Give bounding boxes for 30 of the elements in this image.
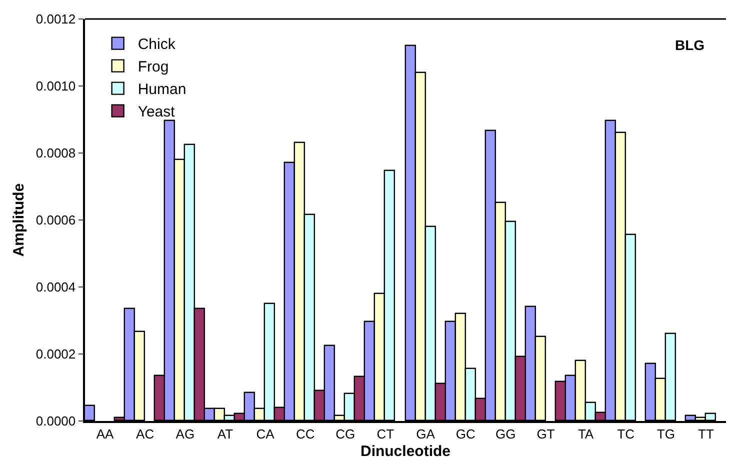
- y-tick-label: 0.0010: [36, 78, 76, 94]
- x-tick-label: GA: [416, 426, 436, 442]
- x-tick-label: TC: [617, 426, 635, 442]
- y-tick-label: 0.0012: [36, 12, 76, 27]
- x-tick-label: CG: [336, 426, 356, 442]
- y-tick-label: 0.0008: [36, 146, 76, 161]
- y-tick-label: 0.0006: [36, 212, 76, 228]
- y-axis-title: Amplitude: [10, 183, 28, 257]
- x-axis-title: Dinucleotide: [360, 442, 451, 460]
- x-tick-label: CA: [256, 426, 275, 442]
- x-tick-label: AA: [96, 426, 114, 442]
- x-tick-label: GC: [456, 426, 476, 442]
- x-tick-label: AC: [136, 426, 154, 442]
- y-tick-label: 0.0000: [36, 414, 76, 429]
- y-tick-label: 0.0002: [36, 346, 76, 362]
- legend-label: Frog: [138, 58, 169, 76]
- y-tick-label: 0.0004: [36, 280, 76, 295]
- legend-label: Human: [138, 81, 186, 98]
- legend-label: Yeast: [138, 104, 176, 121]
- x-tick-label: AG: [176, 426, 195, 442]
- legend-label: Chick: [138, 36, 176, 54]
- x-tick-label: AT: [217, 426, 234, 442]
- x-tick-label: CT: [376, 426, 394, 442]
- annotation: BLG: [675, 37, 705, 53]
- x-tick-label: TA: [578, 426, 594, 442]
- x-tick-label: TT: [698, 426, 714, 442]
- x-tick-label: TG: [656, 426, 675, 442]
- x-tick-label: GG: [496, 426, 516, 442]
- x-tick-label: CC: [296, 426, 315, 442]
- x-tick-label: GT: [536, 426, 555, 442]
